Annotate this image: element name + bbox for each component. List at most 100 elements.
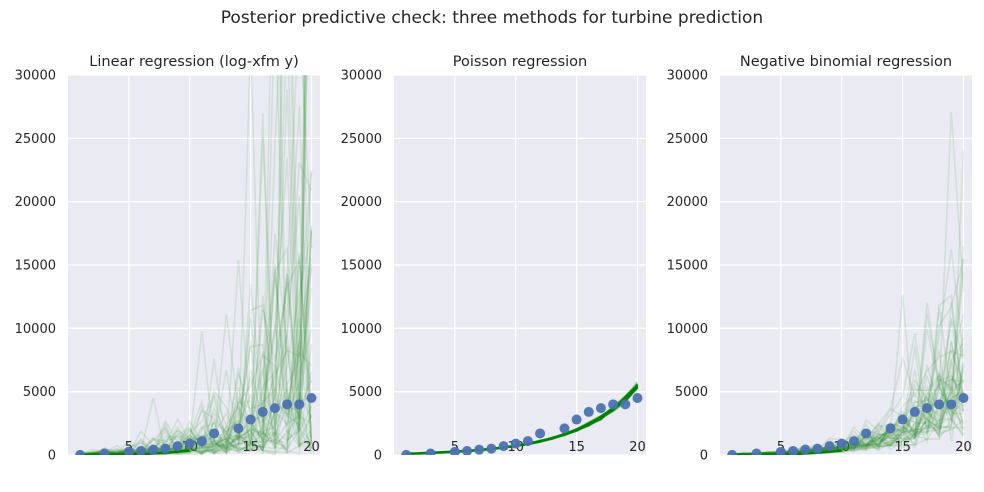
posterior-sample-line [80,75,313,455]
y-tick-label: 10000 [667,322,708,337]
observed-point [595,403,606,414]
posterior-sample-line [732,294,965,455]
observed-point [861,428,872,439]
panel-title: Poisson regression [453,54,587,70]
posterior-sample-line [80,276,312,455]
y-tick-label: 30000 [341,69,382,84]
observed-point [172,441,183,452]
observed-point [885,423,896,434]
observed-point [510,438,521,449]
y-tick-label: 20000 [667,195,708,210]
posterior-sample-lines [406,381,639,455]
figure-title: Posterior predictive check: three method… [220,8,764,28]
observed-point [583,406,594,417]
observed-point [462,445,473,455]
posterior-sample-line [732,418,965,455]
observed-point [306,393,317,403]
y-tick-label: 15000 [667,259,708,274]
observed-point [160,443,171,454]
posterior-sample-line [80,170,313,455]
chart-panel-1: Linear regression (log-xfm y) 0 5000 10000 1… [15,54,320,464]
posterior-sample-line [80,388,313,455]
x-tick-label: 20 [629,440,646,455]
observed-point [934,399,945,410]
observed-point [812,443,823,454]
observed-point [921,403,932,414]
panel-title: Negative binomial regression [740,54,952,70]
chart-panel-2: Poisson regression 0 5000 10000 15000 20000 25… [341,54,646,464]
y-tick-label: 25000 [341,132,382,147]
observed-point [196,436,207,447]
y-tick-label: 5000 [349,385,382,400]
y-tick-label: 25000 [15,132,56,147]
posterior-sample-line [80,75,313,455]
posterior-sample-line [732,391,965,455]
posterior-sample-line [732,111,965,455]
posterior-sample-line [80,264,313,455]
posterior-sample-line [80,157,312,455]
observed-point [522,436,533,447]
posterior-sample-line [80,245,313,455]
posterior-sample-line [732,417,965,455]
y-tick-label: 20000 [341,195,382,210]
y-tick-label: 25000 [667,132,708,147]
observed-point [99,448,110,455]
y-tick-label: 20000 [15,195,56,210]
posterior-sample-line [732,314,964,455]
x-tick-label: 20 [303,440,320,455]
observed-point [751,448,762,455]
observed-point [148,444,159,455]
mean-prediction-line [732,449,842,455]
x-tick-label: 15 [242,440,259,455]
y-tick-label: 0 [700,449,708,464]
y-tick-label: 30000 [15,69,56,84]
observed-point [535,428,546,439]
y-tick-label: 0 [374,449,382,464]
posterior-sample-line [80,75,313,455]
posterior-sample-line [732,320,965,455]
observed-point [848,436,859,447]
posterior-sample-line [80,351,312,455]
posterior-sample-line [80,75,306,455]
posterior-sample-line [80,259,313,455]
y-tick-label: 15000 [341,259,382,274]
posterior-sample-line [80,75,306,455]
observed-point [269,403,280,414]
observed-point [800,444,811,455]
observed-point [425,448,436,455]
posterior-sample-line [80,274,312,455]
observed-point [958,393,969,403]
posterior-sample-line [732,362,965,455]
posterior-sample-line [732,336,965,455]
observed-point [836,438,847,449]
posterior-sample-line [80,75,313,455]
posterior-sample-line [732,293,965,455]
observed-point [824,441,835,452]
posterior-sample-line [732,376,965,455]
observed-point [909,406,920,417]
observed-point [632,393,643,403]
observed-point [498,441,509,452]
posterior-sample-line [732,383,965,455]
posterior-sample-line [732,375,964,455]
posterior-sample-line [80,75,313,455]
posterior-sample-line [732,400,965,455]
posterior-sample-line [732,271,965,455]
posterior-sample-line [80,244,313,455]
posterior-sample-line [80,252,313,455]
observed-point [209,428,220,439]
posterior-sample-line [732,258,965,455]
observed-point [401,449,412,455]
observed-point [233,423,244,434]
y-tick-label: 0 [48,449,56,464]
y-tick-label: 10000 [341,322,382,337]
observed-points [75,393,317,455]
mean-prediction-line [80,449,190,455]
observed-point [282,399,293,410]
observed-point [775,446,786,455]
y-tick-label: 5000 [23,385,56,400]
posterior-sample-line [79,162,313,455]
observed-point [75,449,86,455]
observed-point [608,399,619,410]
